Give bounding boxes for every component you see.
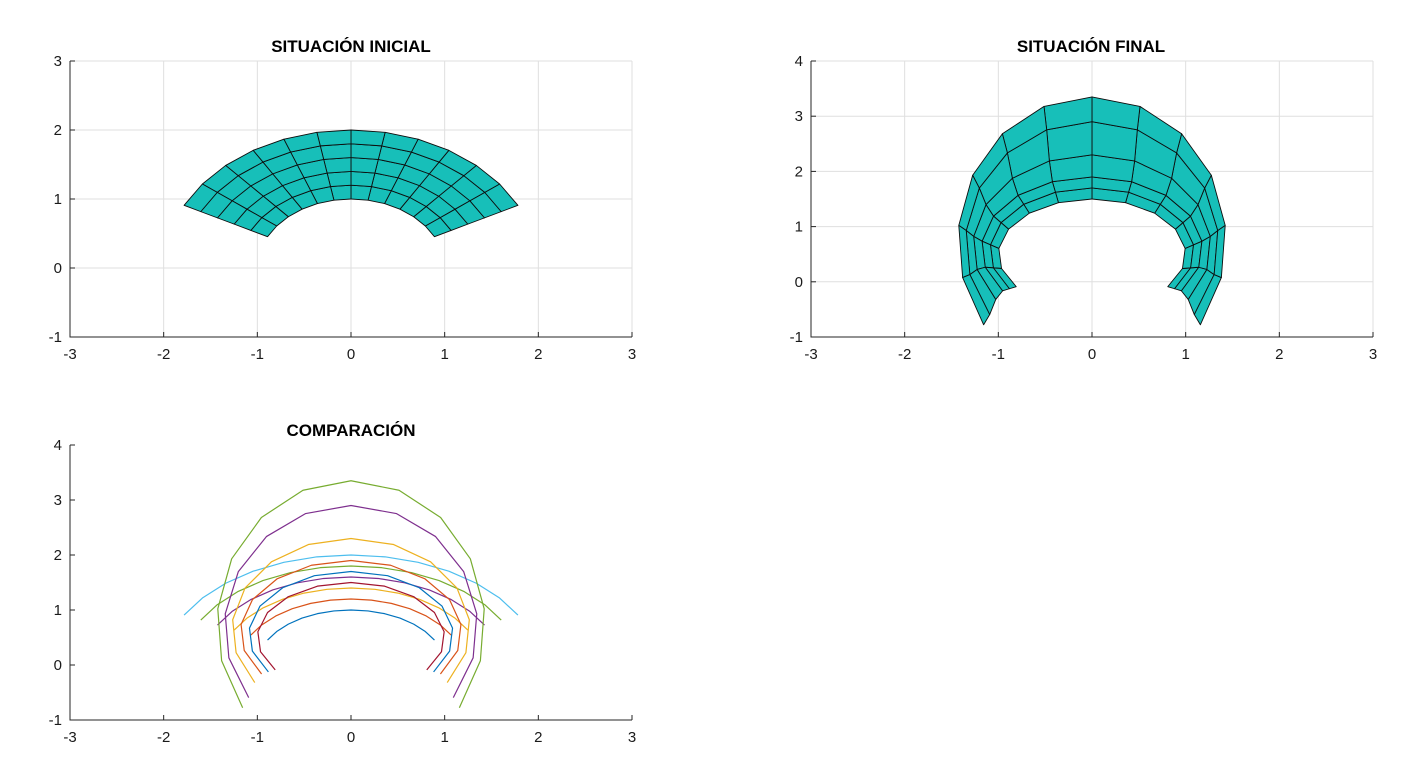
x-tick-label: 1: [440, 346, 448, 363]
x-tick-label: 3: [1369, 346, 1377, 363]
mesh-cell: [316, 129, 352, 147]
y-tick-label: 2: [795, 163, 803, 180]
chart-title-situacion-final: SITUACIÓN FINAL: [1017, 37, 1165, 56]
plot-comparacion: COMPARACIÓN -3 -2 -1 0 1 2 3 -1 0 1 2 3 4: [49, 421, 637, 746]
y-tick-label: 2: [54, 547, 62, 564]
x-tick-label: 1: [1181, 346, 1189, 363]
x-ticks-situacion-final: -3 -2 -1 0 1 2 3: [804, 332, 1377, 363]
plot-situacion-inicial: SITUACIÓN INICIAL -3 -2 -1 0 1 2 3 -1 0 1 2 3: [49, 37, 637, 363]
mesh-cell: [962, 274, 991, 326]
mesh-situacion-final: [958, 96, 1226, 326]
y-tick-label: 1: [54, 191, 62, 208]
y-tick-label: 0: [795, 274, 803, 291]
y-tick-label: 3: [795, 108, 803, 125]
mesh-cell: [319, 143, 352, 160]
y-ticks-situacion-final: -1 0 1 2 3 4: [790, 53, 816, 346]
mesh-cell: [350, 143, 383, 160]
mesh-cell: [183, 183, 218, 213]
x-tick-label: -2: [157, 346, 170, 363]
y-tick-label: 3: [54, 53, 62, 70]
x-tick-label: -3: [63, 346, 76, 363]
x-tick-label: 0: [347, 346, 355, 363]
series-line-initial-2: [233, 587, 469, 631]
y-tick-label: 4: [795, 53, 803, 70]
mesh-cell: [350, 184, 372, 201]
x-ticks-comparacion: -3 -2 -1 0 1 2 3: [63, 715, 636, 746]
series-line-initial-0: [267, 609, 435, 641]
x-tick-label: 0: [347, 729, 355, 746]
y-tick-label: 1: [54, 602, 62, 619]
y-tick-label: 3: [54, 492, 62, 509]
series-line-final-6: [257, 581, 445, 671]
y-tick-label: -1: [49, 712, 62, 729]
y-ticks-situacion-inicial: -1 0 1 2 3: [49, 53, 75, 346]
x-tick-label: 2: [1275, 346, 1283, 363]
mesh-situacion-inicial: [183, 129, 519, 238]
series-line-final-10: [224, 504, 478, 698]
y-tick-label: 0: [54, 260, 62, 277]
x-tick-label: 1: [440, 729, 448, 746]
x-tick-label: 2: [534, 729, 542, 746]
series-line-initial-1: [250, 598, 452, 636]
lines-comparacion: [183, 480, 519, 709]
plot-situacion-final: SITUACIÓN FINAL -3 -2 -1 0 1 2 3 -1 0 1 2 3 4: [790, 37, 1378, 363]
x-tick-label: 3: [628, 346, 636, 363]
x-tick-label: 2: [534, 346, 542, 363]
x-tick-label: 0: [1088, 346, 1096, 363]
series-line-initial-3: [217, 576, 485, 626]
x-tick-label: -1: [992, 346, 1005, 363]
mesh-cell: [350, 170, 376, 188]
x-tick-label: 3: [628, 729, 636, 746]
x-ticks-situacion-inicial: -3 -2 -1 0 1 2 3: [63, 332, 636, 363]
series-line-initial-5: [183, 554, 519, 616]
series-line-initial-4: [200, 565, 502, 621]
mesh-cell: [326, 170, 352, 188]
x-tick-label: -2: [898, 346, 911, 363]
series-line-final-8: [240, 559, 462, 675]
mesh-cell: [350, 157, 379, 174]
y-tick-label: 0: [54, 657, 62, 674]
chart-title-comparacion: COMPARACIÓN: [286, 421, 415, 440]
y-ticks-comparacion: -1 0 1 2 3 4: [49, 437, 75, 729]
chart-title-situacion-inicial: SITUACIÓN INICIAL: [271, 37, 431, 56]
series-line-final-11: [217, 480, 485, 709]
series-line-final-7: [248, 570, 454, 673]
y-tick-label: 4: [54, 437, 62, 454]
mesh-cell: [350, 129, 386, 147]
mesh-cell: [323, 157, 352, 174]
x-tick-label: -2: [157, 729, 170, 746]
x-tick-label: -3: [63, 729, 76, 746]
y-tick-label: 1: [795, 219, 803, 236]
y-tick-label: -1: [790, 329, 803, 346]
x-tick-label: -1: [251, 346, 264, 363]
y-tick-label: 2: [54, 122, 62, 139]
x-tick-label: -3: [804, 346, 817, 363]
series-line-final-9: [232, 537, 470, 683]
x-tick-label: -1: [251, 729, 264, 746]
y-tick-label: -1: [49, 329, 62, 346]
